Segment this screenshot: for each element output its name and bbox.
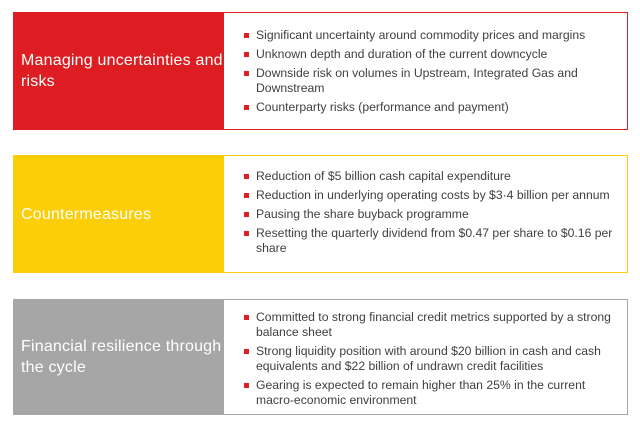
bullet-list: Reduction of $5 billion cash capital exp…	[244, 169, 615, 256]
square-bullet-icon	[244, 33, 249, 38]
panel-title-box: Financial resilience through the cycle	[13, 299, 223, 415]
square-bullet-icon	[244, 349, 249, 354]
bullet-item: Resetting the quarterly dividend from $0…	[244, 226, 615, 256]
bullet-item: Reduction in underlying operating costs …	[244, 188, 615, 203]
bullet-text: Pausing the share buyback programme	[256, 207, 469, 221]
bullet-list: Significant uncertainty around commodity…	[244, 28, 615, 115]
panel-managing-uncertainties: Managing uncertainties and risks Signifi…	[13, 12, 628, 130]
panel-title-box: Countermeasures	[13, 155, 223, 273]
bullet-item: Reduction of $5 billion cash capital exp…	[244, 169, 615, 184]
bullet-text: Gearing is expected to remain higher tha…	[256, 378, 586, 407]
bullet-item: Unknown depth and duration of the curren…	[244, 47, 615, 62]
panel-title: Managing uncertainties and risks	[21, 52, 223, 90]
bullet-item: Downside risk on volumes in Upstream, In…	[244, 66, 615, 96]
bullet-text: Downside risk on volumes in Upstream, In…	[256, 66, 578, 95]
bullet-item: Pausing the share buyback programme	[244, 207, 615, 222]
bullet-text: Committed to strong financial credit met…	[256, 310, 611, 339]
bullet-text: Significant uncertainty around commodity…	[256, 28, 586, 42]
bullet-item: Significant uncertainty around commodity…	[244, 28, 615, 43]
bullet-text: Counterparty risks (performance and paym…	[256, 100, 509, 114]
square-bullet-icon	[244, 315, 249, 320]
panel-title: Countermeasures	[21, 205, 152, 223]
bullet-list: Committed to strong financial credit met…	[244, 310, 615, 408]
panel-content: Reduction of $5 billion cash capital exp…	[223, 155, 628, 273]
panel-title-box: Managing uncertainties and risks	[13, 12, 223, 130]
panel-content: Committed to strong financial credit met…	[223, 299, 628, 415]
bullet-text: Reduction of $5 billion cash capital exp…	[256, 169, 511, 183]
square-bullet-icon	[244, 193, 249, 198]
bullet-item: Counterparty risks (performance and paym…	[244, 100, 615, 115]
square-bullet-icon	[244, 212, 249, 217]
bullet-text: Unknown depth and duration of the curren…	[256, 47, 548, 61]
square-bullet-icon	[244, 231, 249, 236]
bullet-text: Resetting the quarterly dividend from $0…	[256, 226, 613, 255]
square-bullet-icon	[244, 383, 249, 388]
panel-content: Significant uncertainty around commodity…	[223, 12, 628, 130]
panel-financial-resilience: Financial resilience through the cycle C…	[13, 299, 628, 415]
square-bullet-icon	[244, 105, 249, 110]
square-bullet-icon	[244, 52, 249, 57]
bullet-item: Committed to strong financial credit met…	[244, 310, 615, 340]
square-bullet-icon	[244, 174, 249, 179]
square-bullet-icon	[244, 71, 249, 76]
panel-countermeasures: Countermeasures Reduction of $5 billion …	[13, 155, 628, 273]
bullet-text: Strong liquidity position with around $2…	[256, 344, 601, 373]
bullet-item: Gearing is expected to remain higher tha…	[244, 378, 615, 408]
panel-title: Financial resilience through the cycle	[21, 338, 222, 376]
bullet-text: Reduction in underlying operating costs …	[256, 188, 610, 202]
bullet-item: Strong liquidity position with around $2…	[244, 344, 615, 374]
